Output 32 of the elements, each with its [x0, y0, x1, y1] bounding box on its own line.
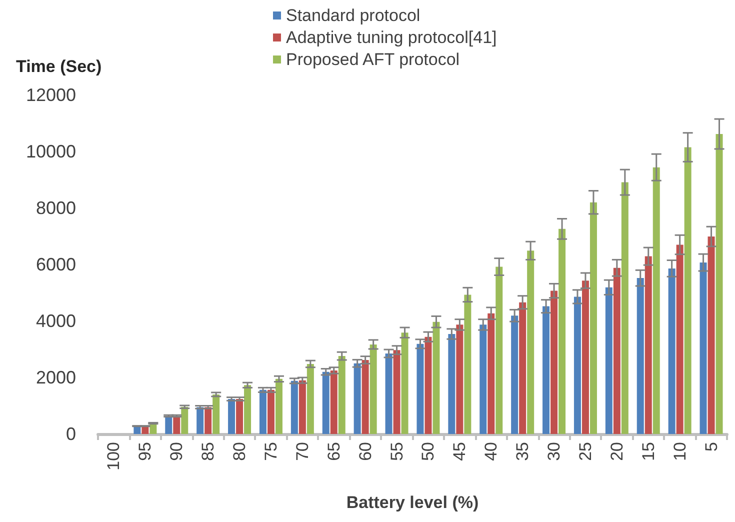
x-tick-label: 30 [544, 442, 564, 461]
y-tick-label: 4000 [36, 311, 76, 331]
x-tick-label: 75 [261, 442, 280, 461]
x-tick-label: 70 [292, 442, 312, 461]
x-tick-label: 85 [198, 442, 218, 461]
y-tick-label: 8000 [36, 198, 76, 218]
x-tick-label: 60 [356, 442, 375, 461]
y-tick-label: 6000 [36, 254, 76, 274]
y-tick-label: 0 [66, 424, 76, 444]
x-tick-label: 20 [607, 442, 626, 461]
x-tick-label: 95 [136, 442, 155, 461]
y-tick-label: 10000 [26, 142, 76, 162]
y-axis-title: Time (Sec) [16, 57, 102, 76]
x-tick-label: 40 [482, 442, 501, 461]
x-axis-title: Battery level (%) [346, 493, 479, 512]
x-tick-label: 55 [387, 442, 406, 461]
legend-label: Adaptive tuning protocol[41] [286, 28, 497, 47]
x-tick-label: 80 [230, 442, 250, 461]
x-tick-label: 50 [418, 442, 438, 461]
legend-label: Standard protocol [286, 6, 420, 25]
x-tick-label: 25 [576, 442, 595, 461]
y-tick-label: 2000 [36, 368, 76, 388]
x-tick-label: 35 [513, 442, 532, 461]
legend-label: Proposed AFT protocol [286, 50, 460, 69]
x-tick-label: 65 [324, 442, 344, 461]
x-tick-label: 90 [167, 442, 186, 461]
x-tick-label: 10 [670, 442, 690, 461]
x-tick-label: 15 [638, 442, 658, 461]
x-tick-label: 5 [702, 442, 721, 452]
x-tick-label: 45 [450, 442, 470, 461]
y-tick-label: 12000 [26, 85, 76, 105]
x-tick-label: 100 [104, 442, 124, 470]
